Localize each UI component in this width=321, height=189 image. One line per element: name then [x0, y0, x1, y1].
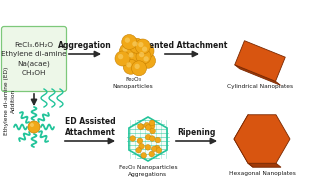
Circle shape: [122, 35, 137, 50]
Circle shape: [136, 49, 151, 64]
Circle shape: [119, 43, 134, 59]
Circle shape: [143, 56, 149, 61]
Circle shape: [126, 50, 141, 64]
Circle shape: [130, 136, 135, 141]
Text: Hexagonal Nanoplates: Hexagonal Nanoplates: [229, 171, 295, 176]
Text: Oriented Attachment: Oriented Attachment: [136, 41, 228, 50]
Circle shape: [132, 41, 137, 46]
Circle shape: [137, 138, 143, 144]
Circle shape: [152, 146, 157, 152]
Circle shape: [132, 61, 146, 76]
Text: Fe₂O₃
Nanoparticles: Fe₂O₃ Nanoparticles: [113, 77, 153, 89]
Polygon shape: [235, 41, 285, 81]
Circle shape: [123, 46, 128, 52]
Polygon shape: [129, 117, 167, 161]
Circle shape: [123, 59, 138, 74]
Circle shape: [134, 64, 140, 69]
Circle shape: [144, 122, 150, 128]
Circle shape: [145, 134, 151, 140]
Circle shape: [149, 123, 155, 129]
Circle shape: [156, 148, 162, 153]
Circle shape: [150, 128, 155, 134]
Circle shape: [145, 125, 151, 130]
Circle shape: [139, 124, 144, 129]
Circle shape: [30, 123, 34, 127]
Circle shape: [28, 121, 40, 133]
Circle shape: [138, 42, 143, 47]
Circle shape: [128, 53, 134, 58]
Text: Cylindrical Nanoplates: Cylindrical Nanoplates: [227, 84, 293, 89]
FancyBboxPatch shape: [2, 26, 66, 91]
Circle shape: [118, 54, 123, 59]
Polygon shape: [234, 115, 253, 143]
Polygon shape: [234, 115, 290, 163]
Circle shape: [154, 145, 160, 151]
Text: Aggregation: Aggregation: [58, 41, 112, 50]
Circle shape: [141, 153, 146, 158]
Text: Ethylene di-amine (ED)
Addition: Ethylene di-amine (ED) Addition: [4, 67, 16, 135]
Circle shape: [141, 53, 155, 68]
Circle shape: [115, 51, 130, 66]
Polygon shape: [234, 139, 253, 167]
Circle shape: [129, 38, 144, 53]
Circle shape: [126, 62, 132, 67]
Polygon shape: [248, 163, 281, 167]
Polygon shape: [235, 65, 281, 85]
Circle shape: [145, 145, 151, 150]
Circle shape: [149, 120, 155, 126]
Circle shape: [137, 124, 143, 129]
Circle shape: [142, 46, 147, 52]
Circle shape: [150, 136, 155, 141]
Circle shape: [139, 43, 154, 59]
Circle shape: [139, 143, 144, 149]
Text: ED Assisted
Attachment: ED Assisted Attachment: [65, 117, 115, 137]
Circle shape: [149, 151, 154, 157]
Circle shape: [155, 137, 160, 143]
Circle shape: [136, 147, 142, 153]
Circle shape: [135, 39, 150, 54]
Text: Fe₂O₃ Nanoparticles
Aggregations: Fe₂O₃ Nanoparticles Aggregations: [119, 165, 177, 177]
Circle shape: [125, 37, 130, 43]
Text: FeCl₃.6H₂O
Ethylene di-amine
Na(acae)
CH₃OH: FeCl₃.6H₂O Ethylene di-amine Na(acae) CH…: [1, 42, 67, 76]
Circle shape: [139, 52, 144, 57]
Text: Ripening: Ripening: [177, 128, 215, 137]
